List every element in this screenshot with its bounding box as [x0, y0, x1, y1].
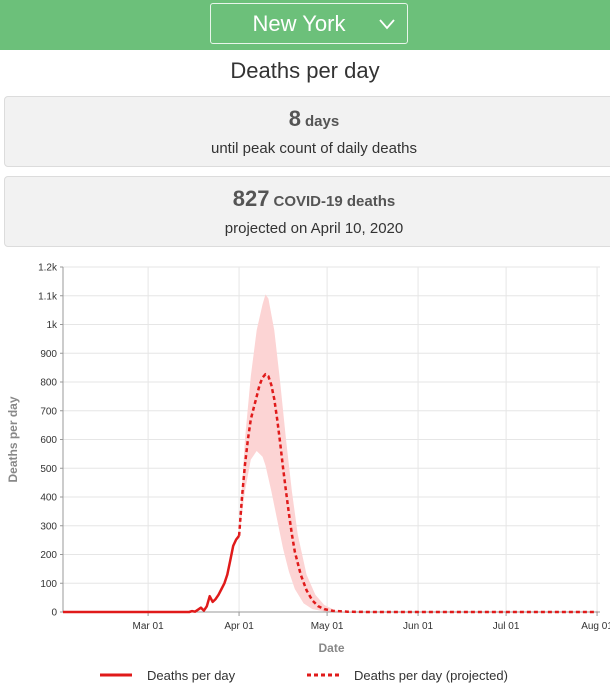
state-dropdown-label: New York [252, 10, 346, 36]
projected-deaths-value: 827 [232, 186, 270, 211]
actual-deaths-line [63, 535, 241, 614]
x-axis-title: Date [318, 641, 344, 655]
y-axis-title: Deaths per day [6, 396, 20, 482]
y-tick-label: 800 [40, 378, 57, 389]
x-tick-label: Mar 01 [133, 621, 165, 632]
legend-label-actual: Deaths per day [147, 668, 236, 683]
projected-deaths-caption: projected on April 10, 2020 [224, 220, 404, 237]
y-tick-label: 100 [40, 579, 57, 590]
x-tick-label: Aug 01 [581, 621, 610, 632]
chevron-down-icon [379, 19, 395, 30]
y-tick-label: 1k [46, 320, 58, 331]
y-tick-label: 500 [40, 464, 57, 475]
x-tick-label: Jun 01 [403, 621, 433, 632]
y-tick-label: 200 [40, 550, 57, 561]
state-dropdown[interactable]: New York [210, 3, 408, 44]
y-tick-label: 0 [51, 608, 57, 619]
peak-days-unit: days [305, 113, 340, 130]
y-tick-label: 700 [40, 406, 57, 417]
deaths-per-day-chart: 0 100 200 300 400 500 600 700 800 900 1k 1.1k 1.2k Ma… [6, 263, 610, 684]
projected-deaths-unit: COVID-19 deaths [273, 193, 396, 210]
peak-days-card: 8 days until peak count of daily deaths [4, 96, 610, 167]
x-tick-label: May 01 [311, 621, 344, 632]
peak-days-headline: 8 days [5, 106, 610, 132]
x-tick-label: Jul 01 [493, 621, 520, 632]
peak-days-value: 8 [288, 106, 302, 131]
legend-label-projected: Deaths per day (projected) [354, 668, 508, 683]
top-bar: New York [0, 0, 610, 50]
projected-deaths-line [237, 372, 598, 614]
uncertainty-band [239, 294, 354, 612]
y-tick-label: 300 [40, 521, 57, 532]
projected-deaths-card: 827 COVID-19 deaths projected on April 10… [4, 176, 610, 247]
y-tick-label: 600 [40, 435, 57, 446]
y-tick-label: 900 [40, 349, 57, 360]
page-title: Deaths per day [230, 58, 380, 83]
projected-deaths-headline: 827 COVID-19 deaths [5, 186, 610, 212]
y-tick-label: 400 [40, 493, 57, 504]
x-tick-label: Apr 01 [224, 621, 254, 632]
peak-days-caption: until peak count of daily deaths [211, 140, 417, 157]
y-tick-label: 1.1k [38, 291, 58, 302]
y-tick-label: 1.2k [38, 263, 58, 274]
